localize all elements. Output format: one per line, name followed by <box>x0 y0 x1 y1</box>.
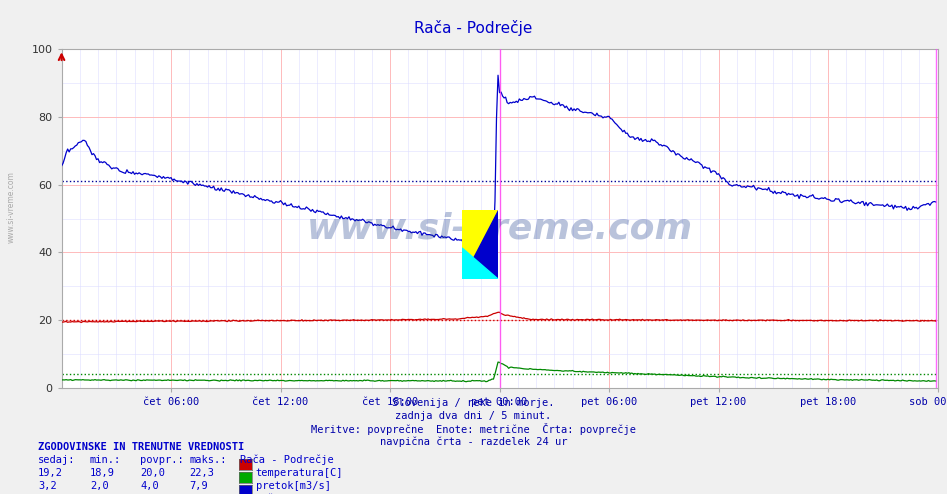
Polygon shape <box>462 210 498 279</box>
Text: Rača - Podrečje: Rača - Podrečje <box>240 455 333 465</box>
Text: 3,2: 3,2 <box>38 481 57 491</box>
Polygon shape <box>462 248 498 279</box>
Text: Rača - Podrečje: Rača - Podrečje <box>415 20 532 36</box>
Text: zadnja dva dni / 5 minut.: zadnja dva dni / 5 minut. <box>396 411 551 420</box>
Text: navpična črta - razdelek 24 ur: navpična črta - razdelek 24 ur <box>380 436 567 447</box>
Text: sedaj:: sedaj: <box>38 455 76 465</box>
Text: ZGODOVINSKE IN TRENUTNE VREDNOSTI: ZGODOVINSKE IN TRENUTNE VREDNOSTI <box>38 442 244 452</box>
Text: min.:: min.: <box>90 455 121 465</box>
Text: 18,9: 18,9 <box>90 468 115 478</box>
Text: Meritve: povprečne  Enote: metrične  Črta: povprečje: Meritve: povprečne Enote: metrične Črta:… <box>311 423 636 435</box>
Text: maks.:: maks.: <box>189 455 227 465</box>
Text: 19,2: 19,2 <box>38 468 63 478</box>
Text: 4,0: 4,0 <box>140 481 159 491</box>
Text: Slovenija / reke in morje.: Slovenija / reke in morje. <box>392 398 555 408</box>
Text: 2,0: 2,0 <box>90 481 109 491</box>
Text: 7,9: 7,9 <box>189 481 208 491</box>
Text: www.si-vreme.com: www.si-vreme.com <box>307 212 692 246</box>
Text: 22,3: 22,3 <box>189 468 214 478</box>
Text: pretok[m3/s]: pretok[m3/s] <box>256 481 331 491</box>
Text: 20,0: 20,0 <box>140 468 165 478</box>
Text: temperatura[C]: temperatura[C] <box>256 468 343 478</box>
Text: povpr.:: povpr.: <box>140 455 184 465</box>
Text: www.si-vreme.com: www.si-vreme.com <box>7 171 16 244</box>
Polygon shape <box>462 210 498 279</box>
